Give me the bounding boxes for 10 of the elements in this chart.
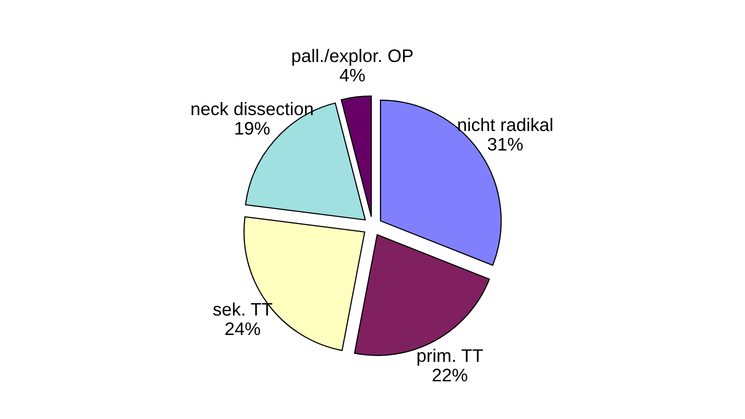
data-label: 24% xyxy=(226,322,260,336)
data-label: 19% xyxy=(235,122,270,135)
slice-label: pall./explor. OP xyxy=(292,48,413,66)
slice-label: nicht radikal xyxy=(458,118,552,132)
slice-label: sek. TT xyxy=(213,302,272,316)
data-label: 4% xyxy=(340,68,365,82)
slice-label: prim. TT xyxy=(418,348,483,366)
data-label: 31% xyxy=(488,138,523,151)
slice-label: neck dissection xyxy=(192,102,313,116)
data-label: 22% xyxy=(432,368,468,382)
